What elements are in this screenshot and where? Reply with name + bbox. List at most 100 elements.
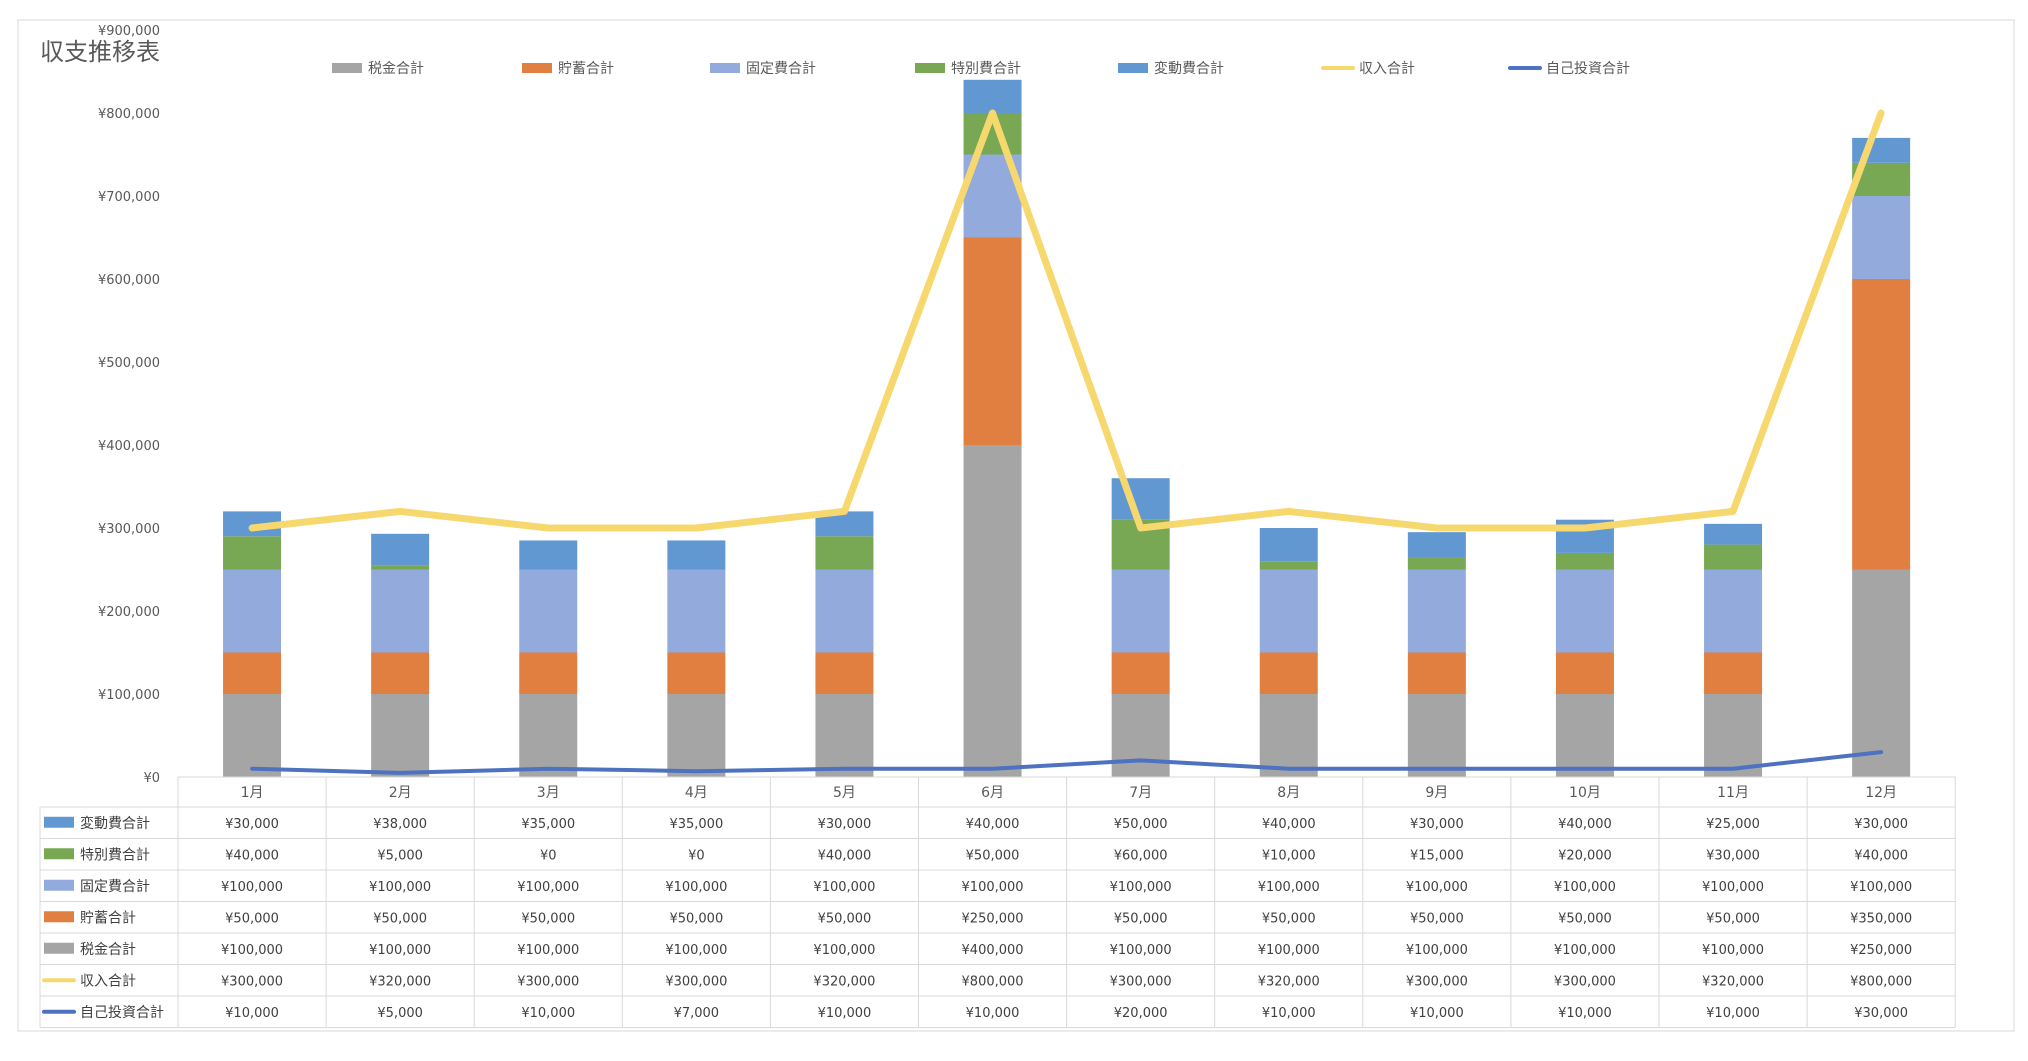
table-legend-key: [44, 848, 74, 860]
table-cell: ¥300,000: [665, 974, 727, 989]
table-cell: ¥10,000: [1262, 848, 1316, 863]
table-cell: ¥320,000: [1258, 974, 1320, 989]
bar-segment: [1259, 561, 1318, 570]
table-cell: ¥40,000: [1262, 817, 1316, 832]
x-tick-label: 1月: [241, 785, 264, 801]
x-tick-label: 12月: [1865, 785, 1897, 801]
bar-segment: [223, 694, 282, 777]
table-cell: ¥0: [540, 848, 557, 863]
bar-segment: [223, 536, 282, 570]
x-tick-label: 2月: [389, 785, 412, 801]
table-row-header: 税金合計: [80, 942, 136, 958]
y-tick-label: ¥500,000: [98, 356, 160, 371]
table-cell: ¥30,000: [1410, 817, 1464, 832]
table-cell: ¥10,000: [818, 1006, 872, 1021]
table-cell: ¥100,000: [221, 880, 283, 895]
legend-entry: 特別費合計: [951, 61, 1021, 77]
table-cell: ¥300,000: [1406, 974, 1468, 989]
table-cell: ¥100,000: [665, 880, 727, 895]
bar-segment: [963, 237, 1022, 445]
table-cell: ¥40,000: [225, 848, 279, 863]
table-cell: ¥35,000: [669, 817, 723, 832]
table-cell: ¥10,000: [1262, 1006, 1316, 1021]
table-cell: ¥7,000: [674, 1006, 720, 1021]
table-cell: ¥10,000: [1558, 1006, 1612, 1021]
table-legend-key: [44, 816, 74, 828]
bar-segment: [1407, 694, 1466, 777]
table-cell: ¥50,000: [1262, 911, 1316, 926]
y-tick-label: ¥400,000: [98, 439, 160, 454]
table-cell: ¥20,000: [1114, 1006, 1168, 1021]
table-cell: ¥350,000: [1850, 911, 1912, 926]
bar-segment: [519, 569, 578, 653]
table-cell: ¥30,000: [1854, 1006, 1908, 1021]
table-cell: ¥800,000: [962, 974, 1024, 989]
legend-entry: 収入合計: [1359, 61, 1415, 77]
bar-segment: [963, 445, 1022, 777]
bar-segment: [1111, 569, 1170, 653]
table-cell: ¥60,000: [1114, 848, 1168, 863]
legend-marker: [522, 63, 552, 73]
table-row-header: 変動費合計: [80, 815, 150, 832]
bar-segment: [1259, 569, 1318, 653]
bar-segment: [1259, 528, 1318, 562]
bar-segment: [519, 652, 578, 694]
x-tick-label: 9月: [1425, 785, 1448, 801]
bar-segment: [371, 694, 430, 777]
bar-segment: [667, 569, 726, 653]
table-cell: ¥100,000: [1258, 943, 1320, 958]
y-tick-label: ¥0: [143, 771, 160, 786]
table-cell: ¥100,000: [369, 943, 431, 958]
bar-segment: [1111, 478, 1170, 520]
bar-segment: [1259, 694, 1318, 777]
bar-segment: [815, 652, 874, 694]
table-cell: ¥100,000: [1554, 880, 1616, 895]
table-cell: ¥100,000: [813, 943, 875, 958]
bar-segment: [667, 652, 726, 694]
y-tick-label: ¥900,000: [98, 24, 160, 39]
bar-segment: [1852, 196, 1911, 279]
table-cell: ¥50,000: [669, 911, 723, 926]
bar-segment: [223, 652, 282, 694]
x-tick-label: 8月: [1277, 785, 1300, 801]
x-tick-label: 3月: [537, 785, 560, 801]
table-cell: ¥100,000: [1554, 943, 1616, 958]
table-cell: ¥100,000: [369, 880, 431, 895]
table-cell: ¥100,000: [1110, 943, 1172, 958]
bar-segment: [1407, 569, 1466, 653]
x-tick-label: 5月: [833, 785, 856, 801]
legend-marker: [915, 63, 945, 73]
table-cell: ¥800,000: [1850, 974, 1912, 989]
bar-segment: [1111, 652, 1170, 694]
table-cell: ¥100,000: [1110, 880, 1172, 895]
x-tick-label: 10月: [1569, 785, 1601, 801]
bar-segment: [371, 533, 430, 566]
bar-segment: [667, 694, 726, 777]
table-cell: ¥100,000: [1702, 880, 1764, 895]
bar-segment: [1407, 557, 1466, 570]
bar-segment: [1111, 694, 1170, 777]
table-cell: ¥300,000: [1554, 974, 1616, 989]
table-row-header: 自己投資合計: [80, 1005, 164, 1021]
bar-segment: [1259, 652, 1318, 694]
table-legend-key: [44, 911, 74, 923]
bar-segment: [519, 540, 578, 570]
y-tick-label: ¥800,000: [98, 107, 160, 122]
table-legend-key: [44, 942, 74, 954]
table-cell: ¥50,000: [1558, 911, 1612, 926]
table-cell: ¥100,000: [813, 880, 875, 895]
x-tick-label: 4月: [685, 785, 708, 801]
table-cell: ¥5,000: [377, 848, 423, 863]
legend-entry: 自己投資合計: [1546, 61, 1630, 77]
table-cell: ¥300,000: [517, 974, 579, 989]
bar-segment: [1704, 569, 1763, 653]
bar-segment: [1555, 552, 1614, 570]
table-cell: ¥30,000: [818, 817, 872, 832]
y-tick-label: ¥600,000: [98, 273, 160, 288]
table-cell: ¥320,000: [1702, 974, 1764, 989]
bar-segment: [1704, 544, 1763, 570]
table-cell: ¥250,000: [1850, 943, 1912, 958]
table-cell: ¥100,000: [962, 880, 1024, 895]
table-cell: ¥40,000: [818, 848, 872, 863]
